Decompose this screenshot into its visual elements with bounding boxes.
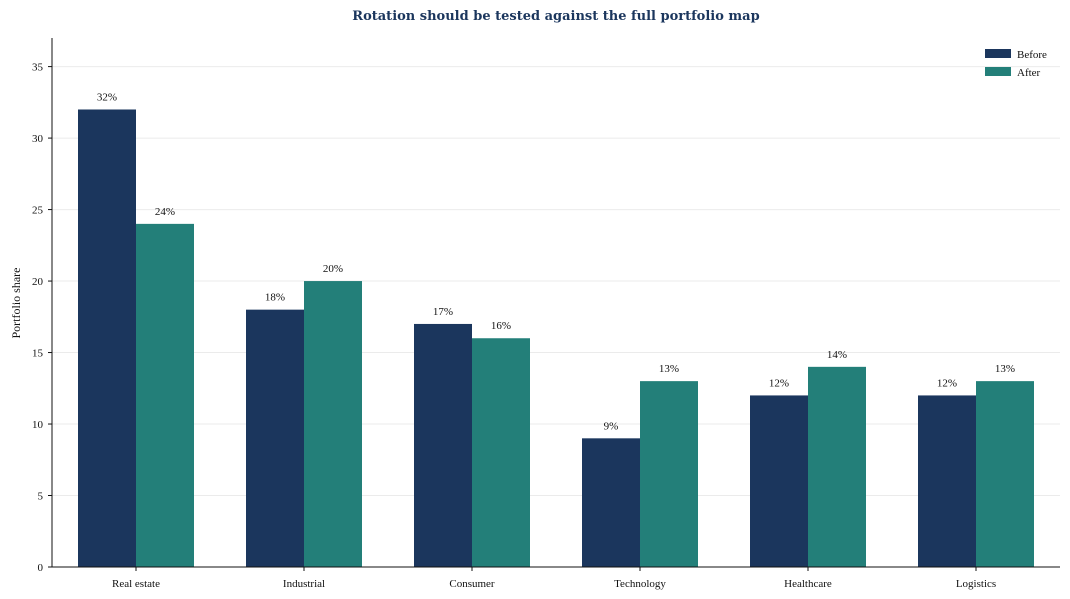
- y-tick-label: 35: [32, 62, 44, 74]
- data-label: 13%: [659, 363, 679, 375]
- data-label: 24%: [155, 206, 175, 218]
- x-tick-label: Real estate: [112, 578, 160, 590]
- legend-swatch-before: [985, 49, 1011, 58]
- data-labels: 32% 18% 17% 9% 12% 12% 24% 20% 16% 13% 14% 13%: [97, 91, 1015, 432]
- y-tick-label: 5: [38, 491, 44, 503]
- bar-after: [640, 381, 698, 567]
- x-axis-ticks: Real estate Industrial Consumer Technology H…: [112, 567, 996, 590]
- x-tick-label: Technology: [614, 578, 666, 590]
- data-label: 12%: [937, 377, 957, 389]
- data-label: 14%: [827, 349, 847, 361]
- bar-after: [136, 223, 194, 567]
- data-label: 12%: [769, 377, 789, 389]
- data-label: 18%: [265, 292, 285, 304]
- bar-before: [246, 309, 304, 567]
- y-tick-label: 15: [32, 348, 44, 360]
- x-tick-label: Industrial: [283, 578, 325, 590]
- legend-label-before: Before: [1017, 49, 1047, 61]
- y-tick-label: 0: [38, 562, 44, 574]
- x-tick-label: Healthcare: [784, 578, 832, 590]
- y-tick-label: 30: [32, 133, 44, 145]
- legend-swatch-after: [985, 67, 1011, 76]
- data-label: 17%: [433, 306, 453, 318]
- data-label: 16%: [491, 320, 511, 332]
- data-label: 32%: [97, 91, 117, 103]
- bar-before: [78, 109, 136, 568]
- legend: Before After: [985, 49, 1047, 79]
- axes: [51, 38, 1060, 568]
- bars: [78, 109, 1034, 568]
- y-axis-ticks: 0 5 10 15 20 25 30 35: [32, 62, 52, 574]
- bar-before: [918, 395, 976, 567]
- bar-after: [304, 281, 362, 567]
- y-tick-label: 10: [32, 419, 44, 431]
- chart-title: Rotation should be tested against the fu…: [352, 9, 759, 24]
- bar-after: [472, 338, 530, 567]
- y-axis-label: Portfolio share: [9, 268, 23, 339]
- bar-after: [976, 381, 1034, 567]
- data-label: 13%: [995, 363, 1015, 375]
- y-tick-label: 25: [32, 205, 44, 217]
- bar-before: [414, 323, 472, 567]
- bar-after: [808, 366, 866, 567]
- bar-before: [750, 395, 808, 567]
- grid: [52, 66, 1060, 497]
- data-label: 9%: [604, 420, 619, 432]
- bar-before: [582, 438, 640, 567]
- data-label: 20%: [323, 263, 343, 275]
- legend-label-after: After: [1017, 67, 1041, 79]
- x-tick-label: Logistics: [956, 578, 996, 590]
- y-tick-label: 20: [32, 276, 44, 288]
- x-tick-label: Consumer: [449, 578, 495, 590]
